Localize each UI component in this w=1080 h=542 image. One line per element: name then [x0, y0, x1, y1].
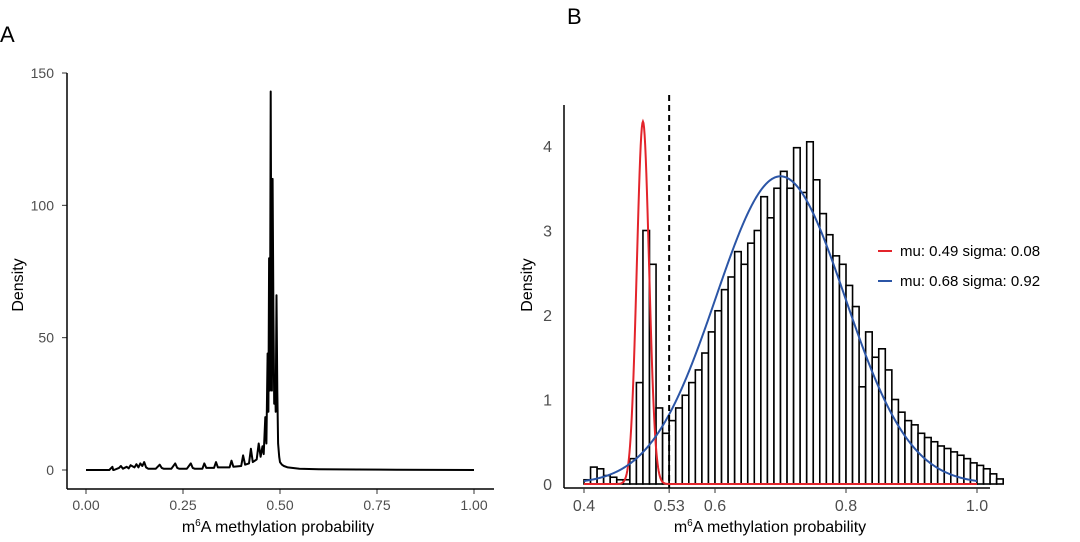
histogram-bar	[891, 398, 900, 485]
panel-b-x-tick-label: 0.8	[835, 498, 857, 515]
histogram-bar	[949, 451, 959, 485]
histogram-bar	[897, 411, 906, 485]
histogram-bar	[832, 255, 841, 485]
histogram-bar	[766, 217, 775, 485]
panel-b-x-axis-label: m6A methylation probability	[674, 518, 866, 536]
panel-a-x-tick-label: 1.00	[460, 497, 487, 513]
histogram-bar	[805, 140, 815, 485]
panel-a-y-tick-label: 0	[46, 462, 54, 478]
histogram-bar	[943, 447, 952, 485]
histogram-bar	[877, 347, 887, 485]
panel-b-y-tick-label: 1	[543, 393, 552, 410]
panel-a-x-tick-label: 0.25	[169, 497, 196, 513]
histogram-bar	[818, 212, 828, 485]
histogram-bar	[714, 309, 723, 485]
histogram-bar	[799, 191, 808, 485]
histogram-bar	[681, 394, 690, 485]
histogram-bar	[746, 242, 756, 485]
panel-b-y-ticks: 0 1 2 3 4	[543, 139, 552, 494]
histogram-bar	[779, 170, 788, 485]
histogram-bar	[989, 473, 998, 485]
panel-b: B 0 1 2 3 4 0.4 0.53 0.6 0.8 1.0 Density m6A met…	[519, 4, 1040, 536]
histogram-bar	[733, 250, 743, 485]
histogram-bar	[687, 381, 697, 485]
histogram-bar	[976, 464, 985, 485]
histogram-bar	[674, 407, 684, 485]
panel-b-x-tick-label: 1.0	[966, 498, 988, 515]
panel-b-y-axis-label: Density	[519, 258, 536, 311]
panel-b-y-tick-label: 4	[543, 139, 552, 156]
panel-a-x-ticks: 0.00 0.25 0.50 0.75 1.00	[72, 489, 488, 513]
panel-b-x-tick-label: 0.4	[573, 498, 595, 515]
panel-a-y-tick-label: 50	[38, 330, 54, 346]
panel-a: A 0 50 100 150 0.00 0.25 0.50 0.75 1.00 Density…	[0, 22, 494, 536]
panel-a-y-tick-label: 150	[31, 65, 55, 81]
panel-b-y-tick-label: 0	[543, 477, 552, 494]
histogram-bar	[760, 195, 769, 485]
panel-a-density-line	[86, 90, 475, 471]
panel-b-x-tick-label: 0.6	[704, 498, 726, 515]
panel-b-x-tick-label: 0.53	[654, 498, 685, 515]
histogram-bar	[910, 424, 919, 485]
panel-a-label: A	[0, 22, 15, 47]
histogram-bar	[792, 146, 801, 485]
panel-b-histogram	[583, 140, 1005, 485]
histogram-bar	[589, 466, 598, 485]
panel-b-label: B	[567, 4, 582, 29]
histogram-bar	[930, 440, 939, 485]
histogram-bar	[727, 276, 736, 485]
panel-a-y-ticks: 0 50 100 150	[31, 65, 67, 478]
panel-b-y-tick-label: 2	[543, 308, 552, 325]
histogram-bar	[707, 331, 716, 485]
histogram-bar	[884, 369, 893, 485]
histogram-bar	[740, 263, 749, 485]
panel-a-x-tick-label: 0.50	[266, 497, 293, 513]
panel-a-x-axis-label: m6A methylation probability	[182, 518, 374, 536]
histogram-bar	[936, 445, 946, 485]
histogram-bar	[995, 478, 1005, 485]
panel-b-x-ticks: 0.4 0.53 0.6 0.8 1.0	[573, 488, 988, 515]
panel-a-y-tick-label: 100	[31, 197, 55, 213]
legend-red-label: mu: 0.49 sigma: 0.08	[900, 243, 1040, 260]
histogram-bar	[904, 419, 913, 485]
histogram-bar	[773, 187, 782, 485]
panel-b-red-fit-curve	[584, 118, 977, 485]
histogram-bar	[753, 229, 762, 485]
panel-a-x-tick-label: 0.75	[363, 497, 390, 513]
histogram-bar	[956, 454, 965, 485]
histogram-bar	[720, 288, 729, 485]
panel-b-legend: mu: 0.49 sigma: 0.08 mu: 0.68 sigma: 0.9…	[878, 243, 1040, 290]
panel-b-blue-fit-curve	[583, 175, 978, 482]
histogram-bar	[858, 386, 867, 485]
legend-blue-label: mu: 0.68 sigma: 0.92	[900, 273, 1040, 290]
panel-a-x-tick-label: 0.00	[72, 497, 99, 513]
histogram-bar	[701, 352, 710, 485]
histogram-bar	[694, 369, 703, 485]
panel-b-y-tick-label: 3	[543, 224, 552, 241]
panel-a-y-axis-label: Density	[10, 258, 27, 311]
histogram-bar	[864, 331, 874, 485]
histogram-bar	[825, 233, 834, 485]
histogram-bar	[786, 187, 795, 485]
histogram-bar	[982, 467, 991, 485]
histogram-bar	[635, 381, 644, 485]
